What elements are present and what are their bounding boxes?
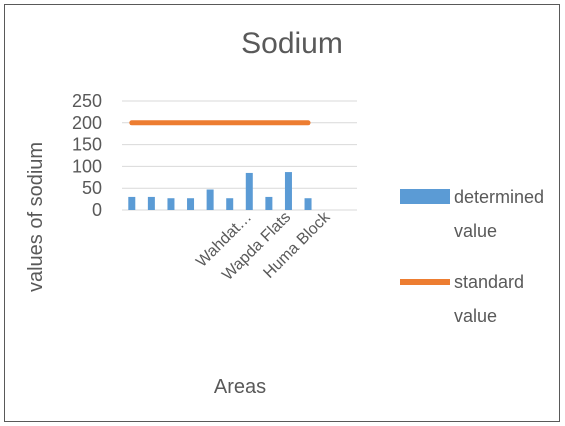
y-tick-label: 0 — [92, 200, 102, 220]
bar — [284, 172, 292, 210]
y-tick-label: 100 — [72, 156, 102, 176]
bar — [187, 198, 195, 210]
y-tick-label: 200 — [72, 113, 102, 133]
bar — [206, 189, 214, 210]
y-tick-label: 50 — [82, 178, 102, 198]
chart-frame — [4, 4, 560, 422]
legend-swatch-determined-value — [400, 189, 450, 204]
legend-label-standard-line2: value — [454, 306, 497, 326]
bar — [265, 196, 273, 210]
legend-label-standard-line1: standard — [454, 272, 524, 292]
bar — [147, 196, 155, 210]
gridlines — [122, 100, 357, 211]
y-tick-label: 150 — [72, 135, 102, 155]
legend-label-determined-line1: determined — [454, 187, 544, 207]
bar-series-determined-value — [128, 172, 312, 210]
bar — [128, 196, 136, 210]
bar — [245, 172, 253, 210]
chart-title: Sodium — [241, 27, 343, 60]
y-tick-label: 250 — [72, 91, 102, 111]
bar — [304, 198, 312, 210]
bar — [226, 198, 234, 210]
x-axis-label: Areas — [214, 376, 266, 398]
bar — [167, 198, 175, 210]
y-axis-label: values of sodium — [25, 142, 47, 292]
legend-label-determined-line2: value — [454, 221, 497, 241]
